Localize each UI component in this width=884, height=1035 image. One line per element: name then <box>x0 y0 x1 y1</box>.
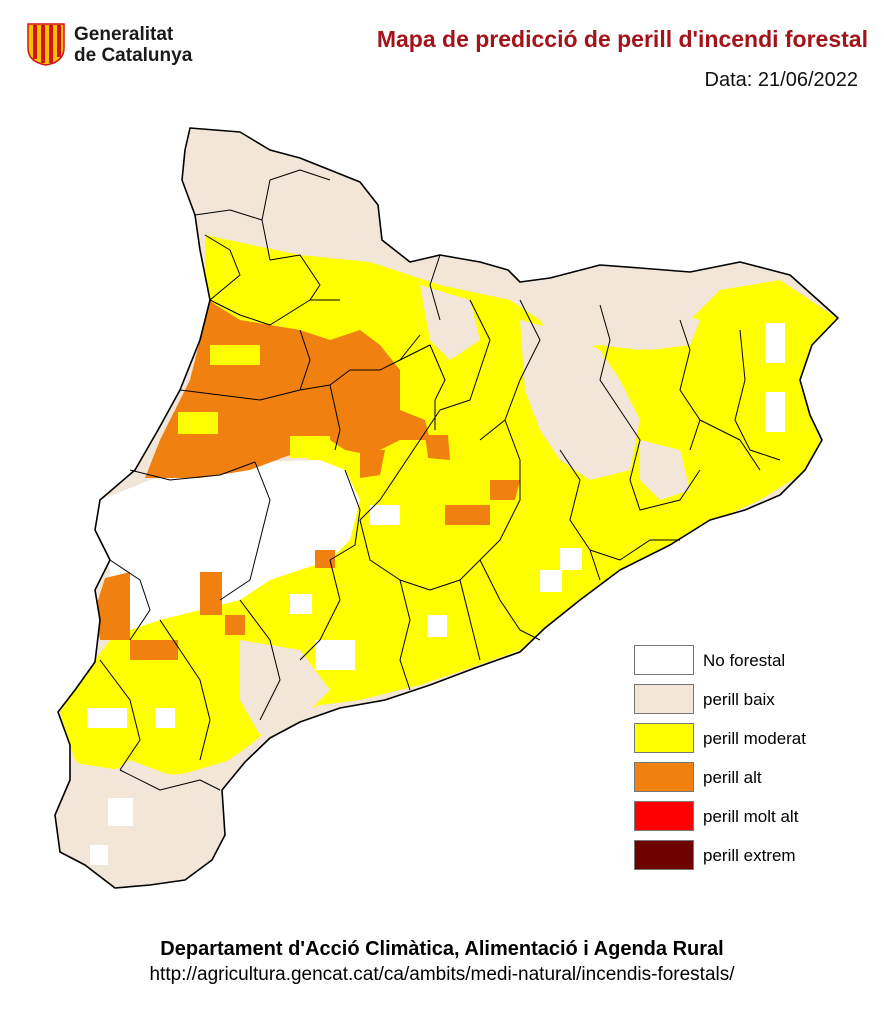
zone-high-segria2 <box>200 572 222 615</box>
map-title: Mapa de predicció de perill d'incendi fo… <box>376 26 868 52</box>
zone-low-coast-mid <box>640 440 690 500</box>
comarca-borders <box>99 169 781 791</box>
footer-url-link[interactable]: http://agricultura.gencat.cat/ca/ambits/… <box>149 964 735 985</box>
generalitat-logo-text: Generalitat de Catalunya <box>74 24 192 66</box>
legend-swatch <box>634 801 694 831</box>
zone-low-ebre <box>240 640 330 735</box>
zone-moderate-patch-3 <box>210 345 260 365</box>
legend-swatch <box>634 762 694 792</box>
zone-nonforest-4 <box>765 392 785 432</box>
zone-nonforest-6 <box>560 548 582 570</box>
zone-high-center2 <box>490 480 520 500</box>
legend-label: perill molt alt <box>703 807 799 826</box>
legend-label: perill alt <box>703 768 762 787</box>
zone-nonforest-7 <box>427 615 447 637</box>
zone-nonforest-9 <box>290 594 312 614</box>
legend-label: perill extrem <box>703 846 796 865</box>
zone-low-east <box>520 320 640 480</box>
zone-high-mid3 <box>225 615 245 635</box>
zone-nonforest-10 <box>90 845 108 865</box>
zone-nonforest-5 <box>540 570 562 592</box>
legend-swatch <box>634 645 694 675</box>
logo-line-2: de Catalunya <box>74 45 193 66</box>
zone-moderate-patch-2 <box>290 436 330 458</box>
footer-department: Departament d'Acció Climàtica, Alimentac… <box>160 938 724 960</box>
map-date: Data: 21/06/2022 <box>704 69 858 91</box>
legend-item: perill moderat <box>634 723 874 753</box>
zone-nonforest-2 <box>108 798 133 826</box>
zone-nonforest-12 <box>315 640 355 670</box>
zone-nonforest-1 <box>87 708 127 728</box>
zone-nonforest-lleida <box>95 460 360 630</box>
zone-high-osona <box>425 435 450 460</box>
zone-high-segria <box>95 572 130 640</box>
zone-moderate-patch-1 <box>178 412 218 434</box>
zone-high-south <box>130 640 178 660</box>
zone-low-southwest <box>55 760 240 885</box>
legend-label: perill moderat <box>703 729 806 748</box>
zone-high-mid2 <box>315 550 335 568</box>
legend-label: No forestal <box>703 651 786 670</box>
legend-swatch <box>634 684 694 714</box>
zone-high-center <box>445 505 490 525</box>
legend-item: perill extrem <box>634 840 874 870</box>
legend-swatch <box>634 723 694 753</box>
logo-line-1: Generalitat <box>74 24 174 45</box>
zone-nonforest-3 <box>765 323 785 363</box>
catalonia-outline <box>54 127 839 889</box>
zone-low-northeast <box>600 300 700 350</box>
legend-item: perill alt <box>634 762 874 792</box>
legend-item: No forestal <box>634 645 874 675</box>
legend-item: perill baix <box>634 684 874 714</box>
fire-danger-map <box>54 127 839 889</box>
generalitat-logo-icon <box>27 23 65 66</box>
legend-label: perill baix <box>703 690 775 709</box>
zone-nonforest-8 <box>370 505 400 525</box>
zone-high-mid <box>360 450 385 478</box>
legend-item: perill molt alt <box>634 801 874 831</box>
zone-nonforest-11 <box>155 708 175 728</box>
legend-swatch <box>634 840 694 870</box>
